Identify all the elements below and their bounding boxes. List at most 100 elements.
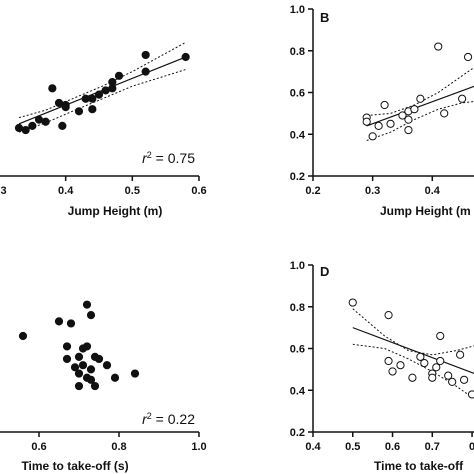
data-point (61, 103, 70, 112)
x-tick-label: 0.6 (31, 441, 46, 453)
data-point (141, 50, 150, 60)
x-tick-label: 0.3 (0, 185, 7, 197)
x-tick-label: 0.4 (58, 185, 74, 197)
data-point (108, 77, 117, 87)
x-tick-label: 0 (469, 441, 474, 453)
confidence-band-upper (18, 41, 186, 119)
panel-b-jump-height: B Jump Height (m 0.2 0.3 0.4 0.2 0.4 0.6 0.8 1.… (290, 4, 474, 218)
y-tick-label: 0.8 (290, 302, 305, 314)
y-tick-label: 0.4 (290, 129, 306, 141)
data-point (410, 105, 419, 114)
data-point (88, 105, 97, 114)
data-point (14, 123, 24, 133)
data-point (78, 361, 88, 370)
data-point (181, 52, 190, 62)
data-point (436, 356, 445, 366)
data-point (58, 121, 67, 131)
panel-c-time-to-take-off: r2 = 0.22 Time to take-off (s) 0.6 0.8 1.0 (0, 300, 207, 473)
data-point (384, 311, 393, 320)
data-point (432, 363, 441, 372)
x-axis-label: Jump Height (m) (68, 204, 163, 218)
data-point (380, 100, 389, 110)
data-point (18, 331, 28, 341)
x-tick-label: 0.6 (385, 441, 400, 453)
panel-label-b: B (320, 10, 329, 25)
data-point (74, 107, 84, 116)
regression-line (352, 327, 474, 375)
x-axis-label: Jump Height (m (380, 204, 471, 218)
r-squared-annotation: r2 = 0.75 (142, 150, 195, 166)
data-point (90, 381, 100, 391)
y-tick-label: 0.2 (290, 427, 305, 439)
data-point (41, 117, 50, 126)
x-tick-label: 0.2 (305, 185, 320, 197)
x-tick-label: 1.0 (191, 441, 206, 453)
data-point (81, 94, 90, 103)
r-squared-annotation: r2 = 0.22 (142, 411, 195, 427)
confidence-band-lower (352, 343, 474, 400)
data-point (21, 125, 30, 135)
data-point (440, 109, 449, 118)
data-point (101, 86, 110, 95)
y-tick-label: 0.6 (290, 88, 305, 100)
data-point (74, 352, 84, 361)
y-tick-label: 0.2 (290, 171, 305, 183)
data-point (86, 365, 96, 374)
x-tick-label: 0.5 (345, 441, 360, 453)
data-point (408, 373, 417, 382)
data-point (54, 98, 64, 108)
data-point (458, 94, 467, 103)
data-point (82, 342, 92, 351)
x-tick-label: 0.5 (125, 185, 140, 197)
data-point (62, 354, 72, 364)
data-point (62, 342, 72, 351)
data-point (48, 84, 57, 93)
data-point (362, 117, 371, 126)
data-point (110, 373, 120, 382)
data-point (386, 119, 395, 128)
x-tick-label: 0.8 (111, 441, 126, 453)
x-tick-label: 0.4 (425, 185, 441, 197)
data-point (102, 361, 112, 370)
x-axis-label: Time to take-off (374, 459, 464, 473)
data-point (74, 369, 84, 378)
data-point (54, 317, 64, 326)
data-point (456, 350, 465, 359)
confidence-band-upper (366, 66, 474, 116)
data-point (404, 115, 413, 124)
y-tick-label: 0.4 (290, 385, 306, 397)
data-point (82, 300, 92, 309)
data-point (436, 331, 445, 341)
data-point (448, 377, 457, 386)
data-point (94, 90, 104, 99)
data-point (34, 115, 44, 124)
x-tick-label: 0.7 (425, 441, 440, 453)
data-point (114, 71, 124, 80)
data-point (396, 361, 405, 370)
data-point (467, 390, 474, 399)
y-tick-label: 0.8 (290, 46, 305, 58)
data-point (374, 121, 383, 131)
y-tick-label: 1.0 (290, 260, 305, 272)
data-point (28, 121, 37, 131)
data-point (434, 42, 443, 51)
data-point (404, 125, 413, 135)
data-point (416, 352, 425, 361)
data-point (74, 381, 84, 391)
panel-a-jump-height: r2 = 0.75 Jump Height (m) 0.3 0.4 0.5 0.6 (0, 41, 207, 218)
data-point (86, 311, 96, 320)
confidence-band-upper (352, 308, 474, 356)
y-tick-label: 1.0 (290, 4, 305, 16)
x-axis-label: Time to take-off (s) (21, 459, 128, 473)
x-tick-label: 0.3 (365, 185, 380, 197)
panel-label-d: D (320, 264, 329, 279)
data-point (368, 132, 377, 141)
x-tick-label: 0.4 (305, 441, 321, 453)
data-point (94, 354, 104, 364)
panel-d-time-to-take-off: D Time to take-off 0.4 0.5 0.6 0.7 00.20.40.… (290, 260, 474, 473)
confidence-band-lower (366, 101, 474, 141)
data-point (70, 363, 80, 372)
data-point (428, 373, 437, 382)
data-point (86, 375, 96, 384)
